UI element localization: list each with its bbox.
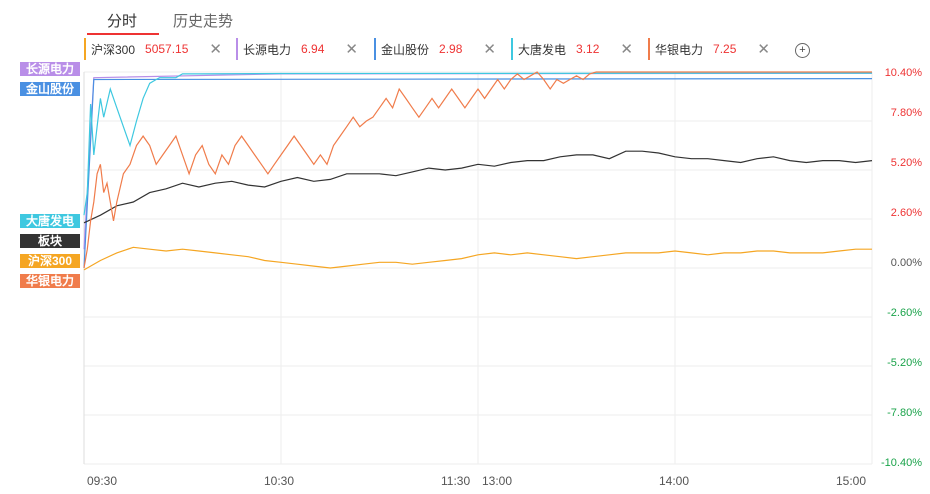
series-tag: 板块 bbox=[20, 234, 80, 248]
series-line bbox=[83, 150, 873, 224]
series-tag: 长源电力 bbox=[20, 62, 80, 76]
legend-chip-huayin[interactable]: 华银电力 7.25 ✕ bbox=[648, 38, 776, 60]
tab-bar: 分时 历史走势 bbox=[0, 0, 930, 36]
y-tick-label: -10.40% bbox=[881, 457, 922, 469]
x-tick-label: 10:30 bbox=[264, 474, 295, 488]
y-tick-label: 5.20% bbox=[890, 157, 922, 169]
tab-intraday[interactable]: 分时 bbox=[107, 13, 138, 30]
legend-chip-hs300[interactable]: 沪深300 5057.15 ✕ bbox=[84, 38, 228, 60]
tab-active-indicator bbox=[87, 33, 159, 35]
legend-value: 7.25 bbox=[713, 42, 737, 56]
legend-name: 金山股份 bbox=[381, 42, 430, 57]
y-tick-label: -5.20% bbox=[887, 357, 922, 369]
plus-circle-icon[interactable]: + bbox=[795, 43, 810, 58]
x-tick-label: 13:00 bbox=[482, 474, 513, 488]
legend-value: 6.94 bbox=[301, 42, 325, 56]
legend-chip-datang[interactable]: 大唐发电 3.12 ✕ bbox=[511, 38, 639, 60]
series-tag: 金山股份 bbox=[20, 82, 80, 96]
series-tag: 大唐发电 bbox=[20, 214, 80, 228]
close-icon[interactable]: ✕ bbox=[483, 41, 496, 58]
series-line bbox=[83, 71, 872, 269]
y-tick-label: 2.60% bbox=[890, 207, 922, 219]
y-tick-label: -7.80% bbox=[887, 407, 922, 419]
x-tick-label: 14:00 bbox=[659, 474, 690, 488]
legend-value: 2.98 bbox=[439, 42, 463, 56]
legend-name: 华银电力 bbox=[655, 42, 704, 57]
legend-value: 3.12 bbox=[576, 42, 600, 56]
legend-name: 长源电力 bbox=[243, 42, 292, 57]
series-line bbox=[83, 246, 872, 271]
series-tag: 沪深300 bbox=[20, 254, 80, 268]
legend-chip-jinshan[interactable]: 金山股份 2.98 ✕ bbox=[374, 38, 502, 60]
legend-value: 5057.15 bbox=[145, 42, 189, 56]
close-icon[interactable]: ✕ bbox=[209, 41, 222, 58]
close-icon[interactable]: ✕ bbox=[620, 41, 633, 58]
x-tick-label: 15:00 bbox=[836, 474, 867, 488]
x-tick-label: 11:30 bbox=[441, 474, 471, 488]
close-icon[interactable]: ✕ bbox=[757, 41, 770, 58]
y-tick-label: -2.60% bbox=[887, 307, 922, 319]
series-tag: 华银电力 bbox=[20, 274, 80, 288]
x-tick-label: 09:30 bbox=[87, 474, 118, 488]
legend-chip-changyuan[interactable]: 长源电力 6.94 ✕ bbox=[236, 38, 364, 60]
y-tick-label: 7.80% bbox=[890, 107, 922, 119]
legend-name: 沪深300 bbox=[91, 42, 136, 57]
y-tick-label: 0.00% bbox=[890, 257, 922, 269]
close-icon[interactable]: ✕ bbox=[345, 41, 358, 58]
series-line bbox=[83, 72, 873, 216]
legend-name: 大唐发电 bbox=[518, 42, 567, 57]
series-line bbox=[83, 77, 873, 269]
y-tick-label: 10.40% bbox=[884, 67, 922, 79]
tab-history[interactable]: 历史走势 bbox=[173, 13, 234, 30]
